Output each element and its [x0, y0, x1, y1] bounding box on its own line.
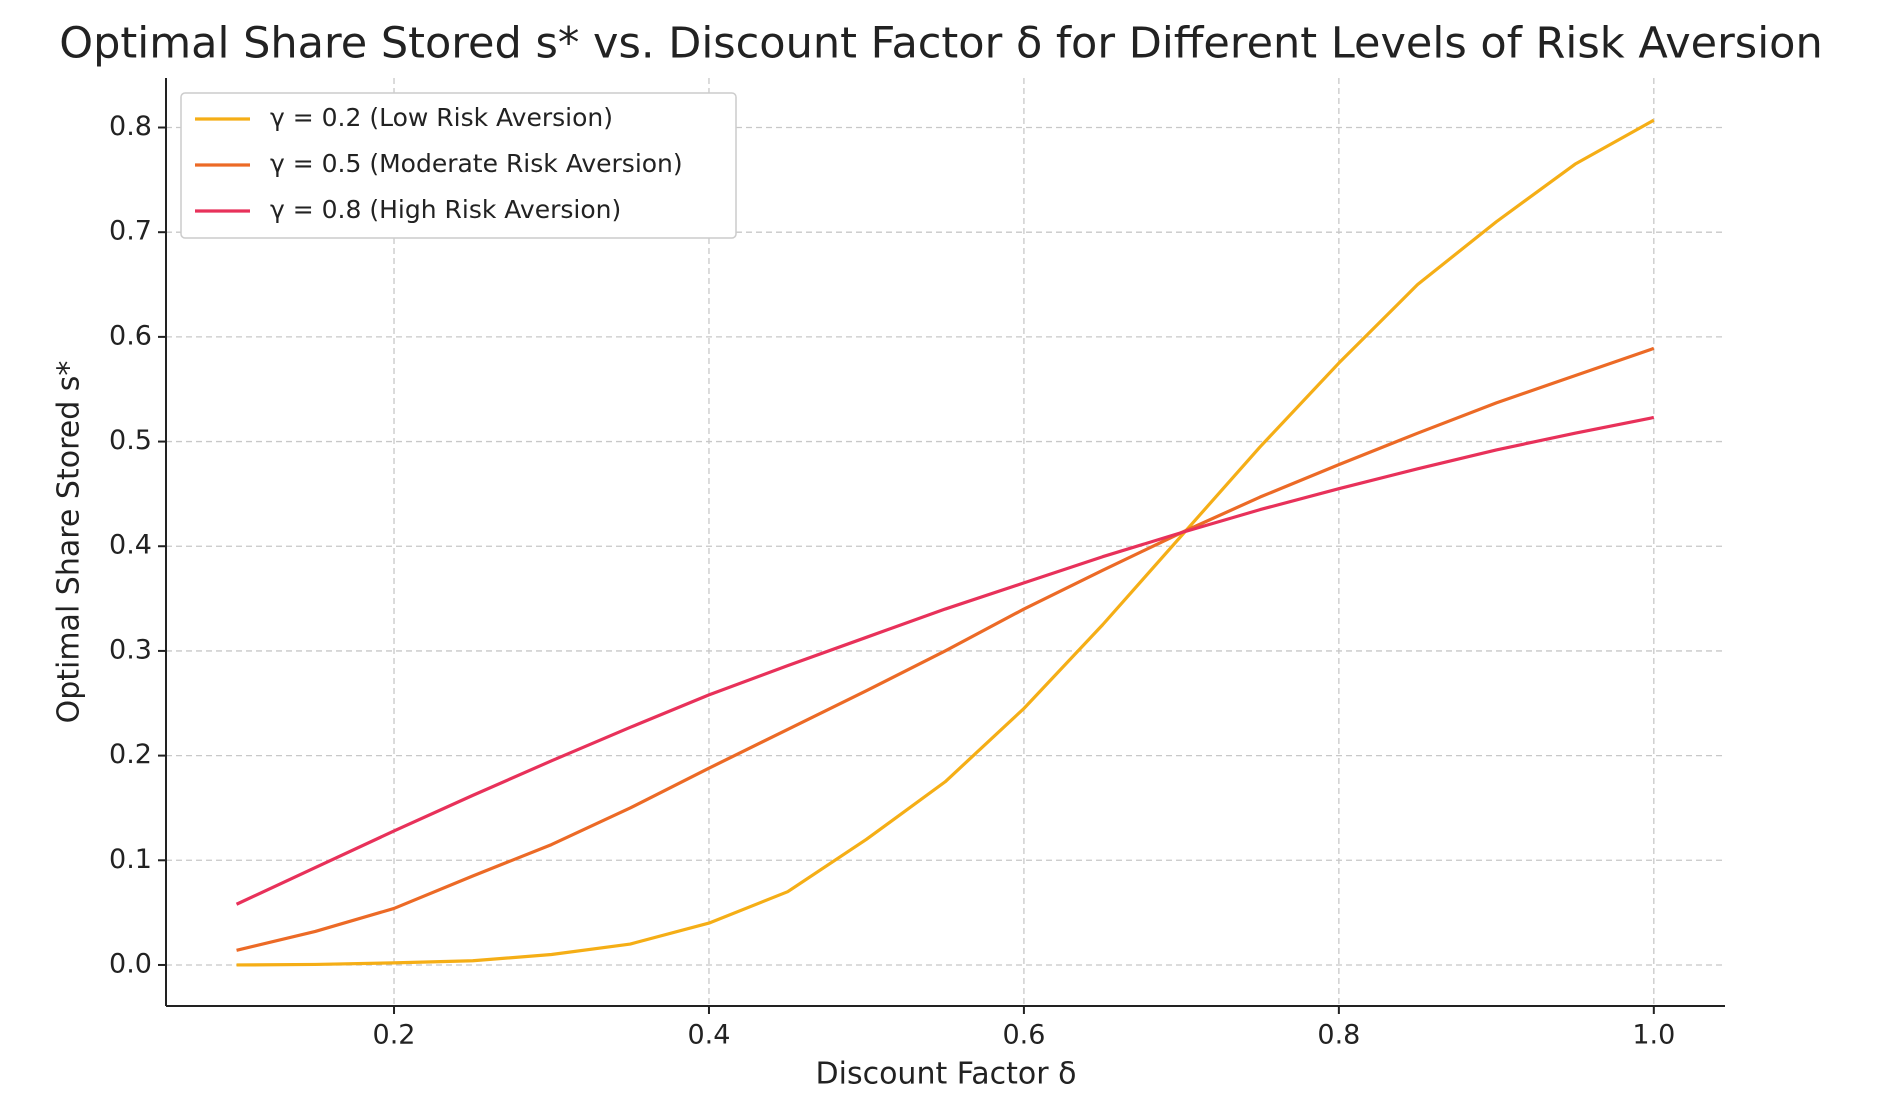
x-tick-label: 0.8	[1317, 1020, 1360, 1051]
y-tick-label: 0.6	[109, 320, 152, 351]
y-tick-label: 0.2	[109, 739, 152, 770]
series-line	[235, 415, 1655, 906]
x-tick-label: 1.0	[1632, 1020, 1675, 1051]
x-tick-label: 0.4	[687, 1020, 730, 1051]
y-axis-label: Optimal Share Stored s*	[52, 361, 87, 724]
legend	[180, 92, 737, 239]
y-tick-label: 0.5	[109, 425, 152, 456]
legend-label: γ = 0.5 (Moderate Risk Aversion)	[270, 149, 683, 178]
legend-label: γ = 0.2 (Low Risk Aversion)	[270, 103, 613, 132]
legend-label: γ = 0.8 (High Risk Aversion)	[270, 195, 621, 224]
series-line	[236, 346, 1655, 952]
lines	[235, 118, 1655, 967]
y-tick-label: 0.8	[109, 111, 152, 142]
x-tick-label: 0.6	[1002, 1020, 1045, 1051]
y-tick-label: 0.7	[109, 216, 152, 247]
x-tick-label: 0.2	[373, 1020, 416, 1051]
series-line	[236, 118, 1655, 967]
chart-title: Optimal Share Stored s* vs. Discount Fac…	[59, 19, 1822, 69]
y-tick-label: 0.1	[109, 844, 152, 875]
y-tick-label: 0.0	[109, 948, 152, 979]
y-tick-label: 0.3	[109, 634, 152, 665]
x-axis-label: Discount Factor δ	[816, 1057, 1077, 1092]
y-tick-label: 0.4	[109, 530, 152, 561]
